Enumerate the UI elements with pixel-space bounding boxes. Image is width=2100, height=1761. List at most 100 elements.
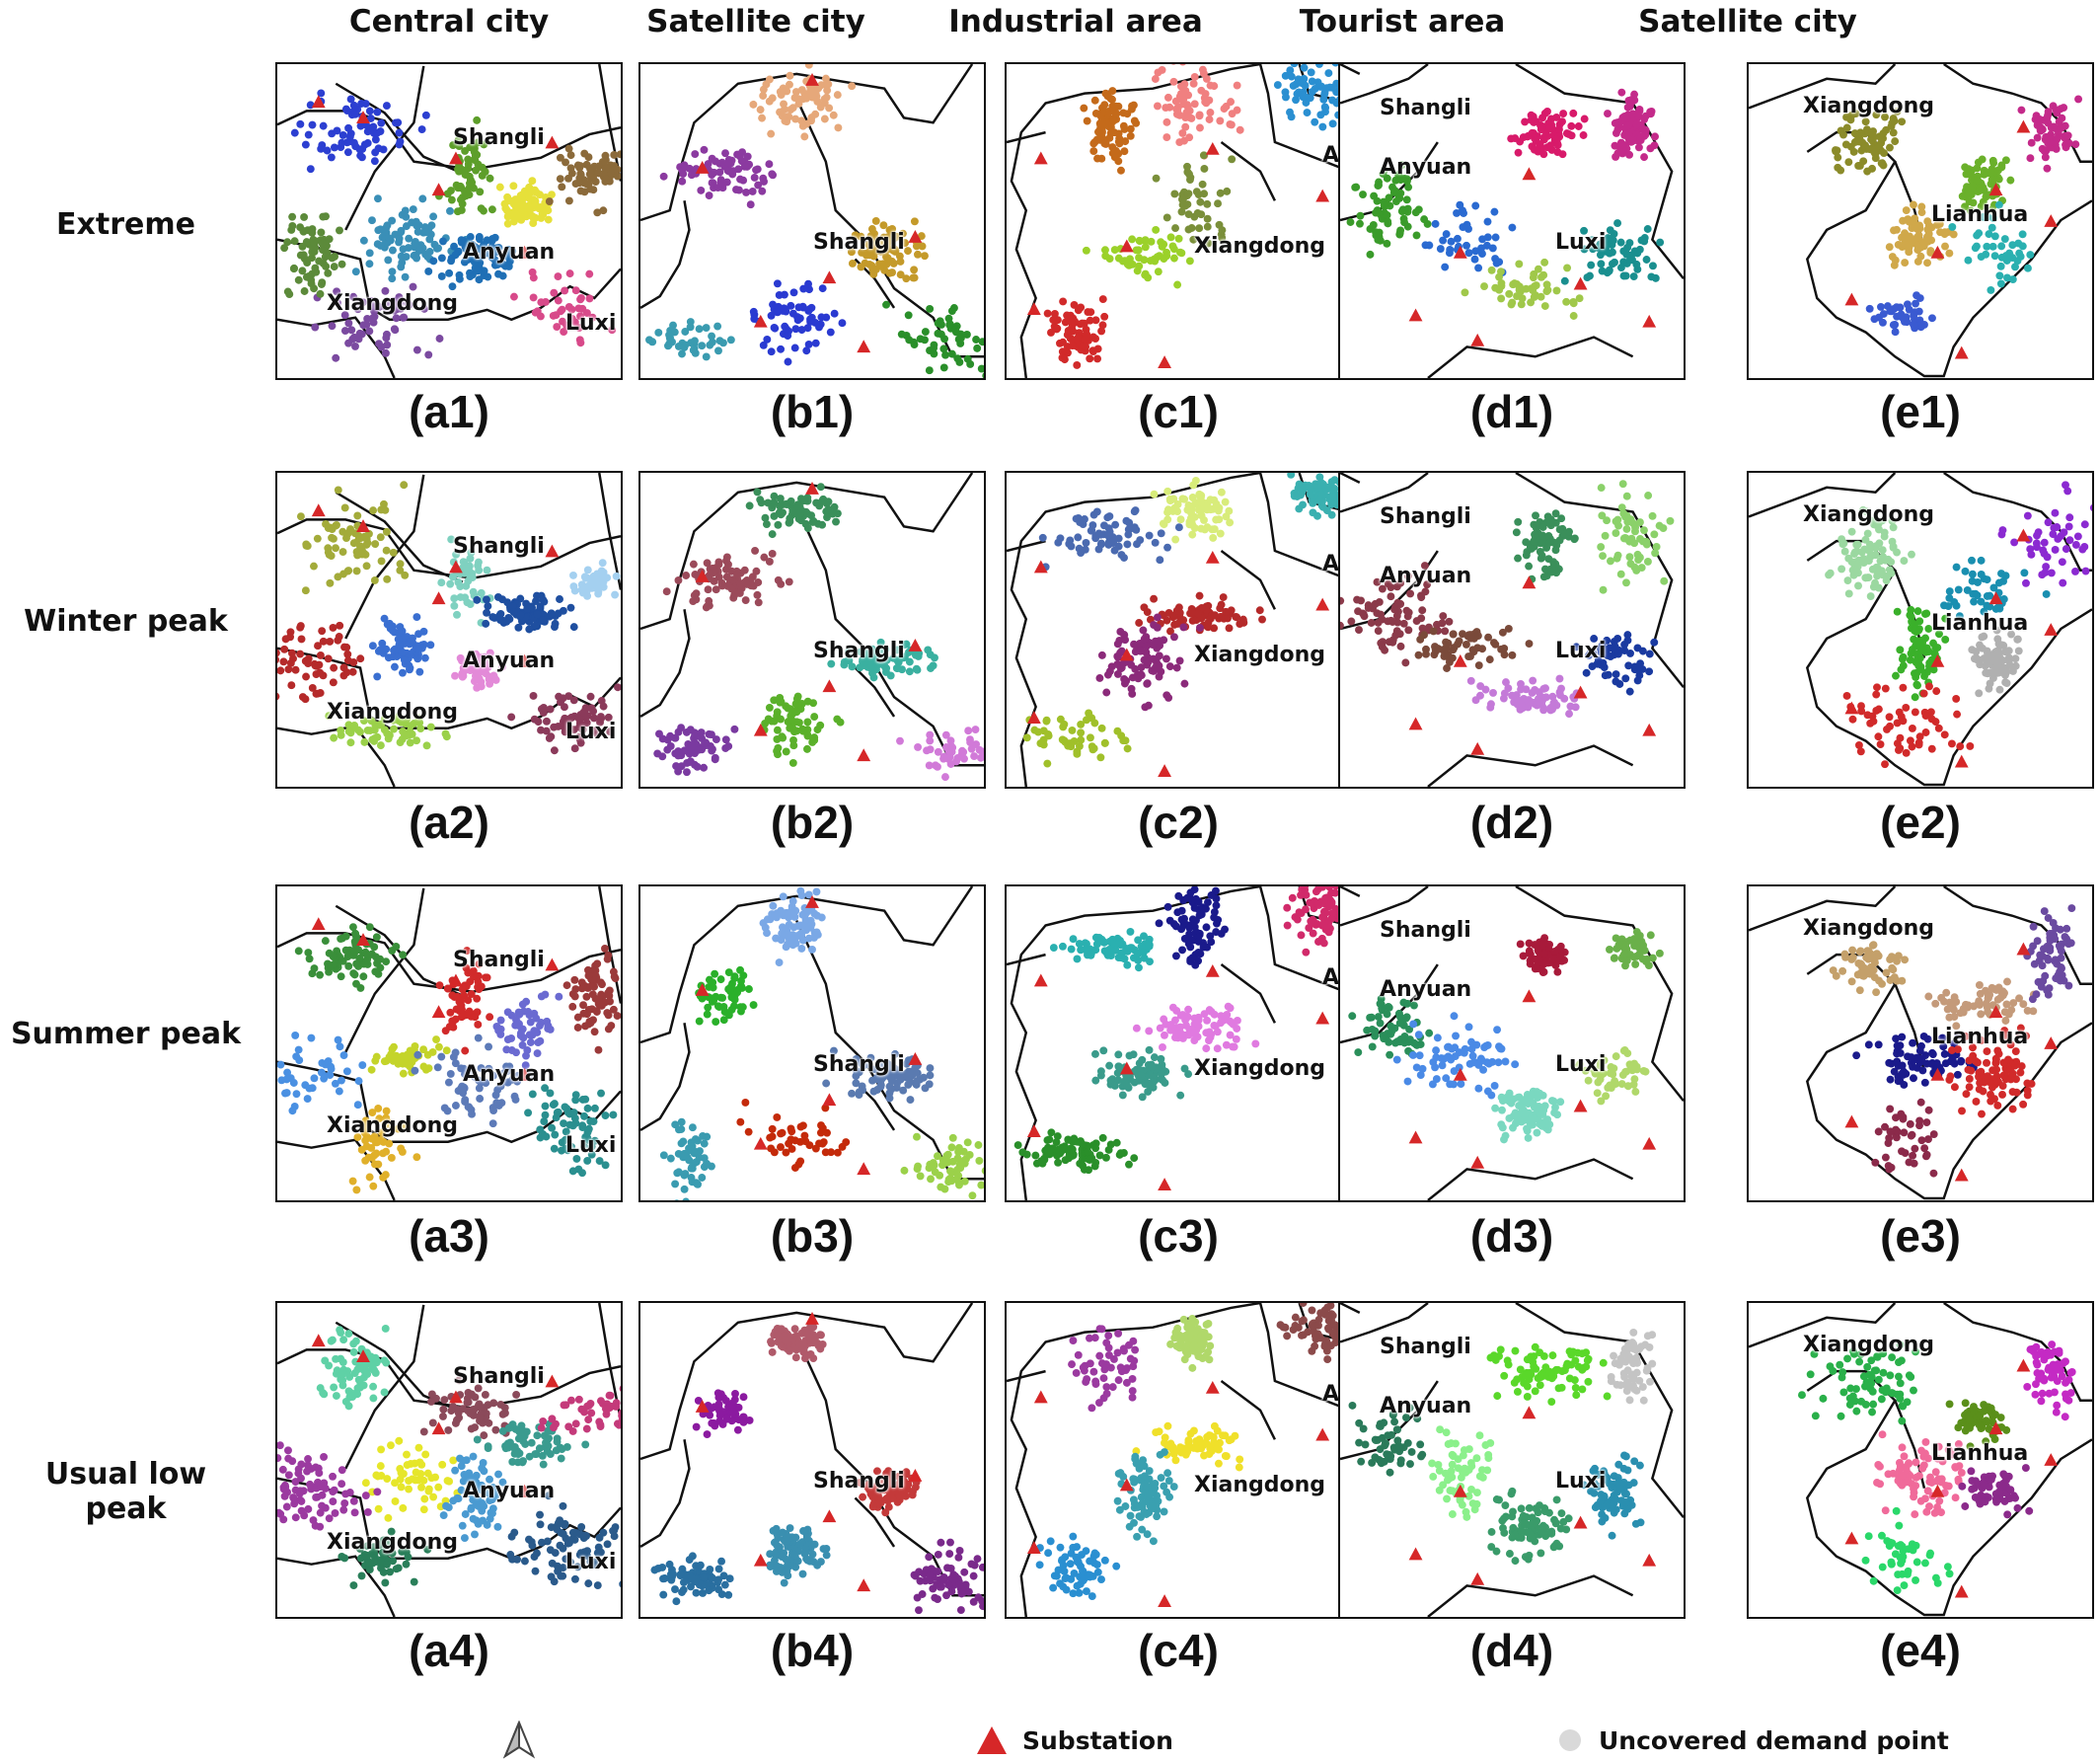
demand-point [1210, 624, 1219, 633]
demand-point [1157, 667, 1165, 676]
demand-point [379, 1149, 388, 1158]
demand-point [1204, 239, 1213, 248]
demand-point [979, 749, 984, 758]
substation-marker [1930, 653, 1945, 667]
demand-point [424, 268, 433, 275]
demand-point [443, 190, 452, 198]
demand-point [1927, 236, 1936, 245]
demand-point [1356, 219, 1364, 228]
demand-point [507, 713, 516, 722]
demand-point [1605, 267, 1613, 275]
demand-point [1197, 511, 1206, 520]
demand-point [917, 232, 926, 241]
demand-point [1601, 531, 1610, 540]
panel-label-a1: (a1) [409, 386, 489, 437]
demand-point [1152, 225, 1161, 234]
demand-point [1842, 123, 1851, 132]
demand-point [446, 206, 454, 215]
demand-point [1507, 134, 1516, 143]
map-canvas [277, 64, 621, 378]
demand-point [419, 627, 428, 636]
demand-point [2020, 569, 2029, 577]
demand-point [326, 637, 335, 646]
demand-point [372, 1052, 381, 1061]
demand-point [1502, 678, 1510, 687]
demand-point [1227, 98, 1236, 107]
demand-point [584, 1125, 593, 1134]
demand-point [1990, 252, 1999, 261]
demand-point [1560, 276, 1569, 285]
demand-point [816, 483, 825, 492]
demand-point [1935, 630, 1943, 639]
demand-point [702, 324, 711, 332]
demand-point [466, 554, 475, 563]
demand-point [1914, 740, 1923, 749]
demand-point [1630, 539, 1639, 548]
demand-point [2001, 648, 2010, 656]
demand-point [2001, 156, 2010, 165]
substation-marker [805, 72, 819, 86]
demand-point [1422, 650, 1430, 658]
demand-point [590, 727, 599, 735]
map-panel-e1: Xiangdong Lianhua [1747, 62, 2094, 380]
demand-point [1281, 93, 1290, 102]
demand-point [550, 746, 559, 755]
demand-point [1466, 652, 1474, 660]
demand-point [1130, 523, 1139, 532]
demand-point [330, 263, 338, 271]
demand-point [1638, 647, 1647, 655]
demand-point [455, 274, 464, 283]
demand-point [1162, 133, 1171, 142]
demand-point [910, 266, 919, 274]
demand-point [477, 660, 486, 669]
demand-point [568, 571, 577, 579]
demand-point [1606, 557, 1614, 566]
demand-point [335, 633, 343, 641]
demand-point [712, 735, 720, 744]
demand-point [440, 1104, 449, 1112]
demand-point [767, 129, 776, 138]
demand-point [466, 600, 475, 608]
demand-point [1953, 710, 1962, 719]
demand-point [1169, 495, 1178, 503]
demand-point [1626, 560, 1635, 568]
demand-point [741, 596, 750, 605]
demand-point [1340, 621, 1344, 630]
demand-point [348, 1177, 357, 1186]
demand-point [292, 1090, 301, 1099]
district-boundary [344, 887, 425, 1053]
demand-point [465, 1007, 474, 1016]
demand-point [1162, 213, 1171, 222]
demand-point [1233, 81, 1241, 90]
demand-point [1901, 237, 1910, 246]
demand-point [333, 126, 341, 135]
demand-point [1913, 681, 1921, 690]
demand-point [1185, 257, 1194, 266]
demand-point [1104, 538, 1113, 547]
demand-point [390, 646, 398, 654]
demand-point [1165, 662, 1174, 671]
demand-point [382, 102, 391, 111]
demand-point [546, 1026, 555, 1034]
demand-point [1968, 576, 1977, 585]
demand-point [1212, 515, 1221, 524]
demand-point [541, 990, 550, 999]
demand-point [515, 1010, 524, 1019]
demand-point [1195, 623, 1204, 632]
demand-point [399, 727, 408, 735]
demand-point [750, 174, 759, 182]
demand-point [456, 182, 465, 191]
demand-point [392, 314, 401, 323]
demand-point [375, 340, 383, 348]
district-boundary [795, 506, 984, 767]
demand-point [554, 272, 562, 281]
demand-point [396, 566, 405, 574]
demand-point [1626, 649, 1634, 657]
demand-point [1044, 731, 1053, 740]
demand-point [1328, 119, 1337, 128]
demand-point [394, 1124, 403, 1133]
demand-point [1612, 554, 1621, 563]
demand-point [2060, 104, 2068, 112]
demand-point [1179, 64, 1186, 66]
panel-label-e2: (e2) [1880, 797, 1961, 848]
